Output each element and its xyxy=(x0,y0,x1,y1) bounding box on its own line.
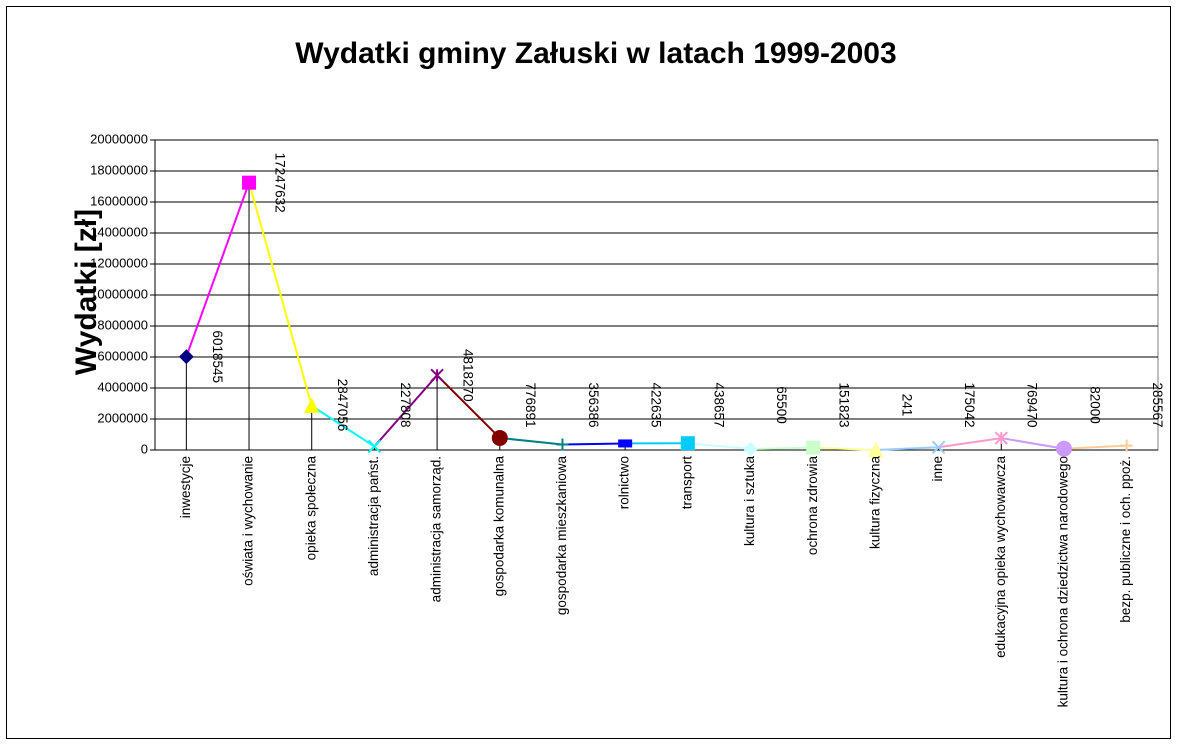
y-tick-label: 6000000 xyxy=(97,348,148,363)
x-tick-label: kultura i ochrona dziedzictwa narodowego xyxy=(1056,456,1071,707)
value-label: 356386 xyxy=(586,382,601,427)
y-tick-label: 0 xyxy=(141,441,148,456)
y-tick-label: 10000000 xyxy=(90,286,148,301)
y-tick-label: 2000000 xyxy=(97,410,148,425)
marker xyxy=(868,441,884,457)
value-label: 285567 xyxy=(1150,382,1165,427)
marker xyxy=(680,436,695,451)
y-tick-label: 12000000 xyxy=(90,255,148,270)
line-segment xyxy=(373,374,438,448)
line-segment xyxy=(813,446,876,451)
value-label: 438657 xyxy=(711,382,726,427)
x-tick-label: inne xyxy=(930,456,945,482)
x-tick-label: administracja samorząd. xyxy=(429,456,444,602)
y-tick-label: 14000000 xyxy=(90,224,148,239)
value-label: 17247632 xyxy=(272,153,287,213)
marker xyxy=(618,439,633,448)
line-segment xyxy=(750,446,814,450)
y-tick-label: 16000000 xyxy=(90,193,148,208)
value-label: 175042 xyxy=(962,382,977,427)
line-segment xyxy=(311,405,375,448)
line-segment xyxy=(436,374,501,439)
x-tick-label: ochrona zdrowia xyxy=(805,456,820,556)
value-label: 6018545 xyxy=(210,330,225,383)
marker xyxy=(242,175,257,190)
value-label: 241 xyxy=(899,394,914,417)
marker xyxy=(367,439,382,454)
line-segment xyxy=(248,182,313,407)
x-tick-label: edukacyjna opieka wychowawcza xyxy=(993,456,1008,658)
value-label: 65500 xyxy=(774,386,789,424)
y-tick-label: 18000000 xyxy=(90,162,148,177)
x-tick-label: kultura i sztuka xyxy=(742,456,757,547)
value-label: 2847056 xyxy=(335,379,350,432)
value-label: 4818270 xyxy=(461,349,476,402)
x-tick-label: gospodarka komunalna xyxy=(491,456,506,597)
value-label: 422635 xyxy=(649,382,664,427)
marker xyxy=(1055,440,1072,457)
y-tick-label: 8000000 xyxy=(97,317,148,332)
marker xyxy=(743,441,758,457)
chart-title: Wydatki gminy Załuski w latach 1999-2003 xyxy=(295,37,896,70)
marker xyxy=(430,368,444,383)
line-segment xyxy=(185,182,250,358)
x-tick-label: bezp. publiczne i och. ppoż. xyxy=(1118,456,1133,623)
marker xyxy=(304,397,320,413)
x-tick-label: oświata i wychowanie xyxy=(241,456,256,586)
line-segment xyxy=(1063,444,1127,450)
line-segment xyxy=(938,437,1002,449)
marker xyxy=(806,440,821,455)
x-tick-label: kultura fizyczna xyxy=(867,456,882,550)
line-segment xyxy=(687,442,751,450)
y-axis-label: Wydatki [zł] xyxy=(70,209,103,375)
value-label: 769470 xyxy=(1025,382,1040,427)
value-label: 82000 xyxy=(1087,386,1102,424)
value-label: 227808 xyxy=(398,382,413,427)
line-segment xyxy=(499,436,563,446)
marker xyxy=(178,349,194,365)
x-tick-label: rolnictwo xyxy=(617,456,632,509)
marker xyxy=(931,440,946,454)
x-tick-label: opieka społeczna xyxy=(303,456,318,561)
x-tick-label: gospodarka mieszkaniowa xyxy=(554,456,569,616)
marker xyxy=(994,431,1008,445)
y-tick-label: 4000000 xyxy=(97,379,148,394)
value-label: 776891 xyxy=(523,382,538,427)
y-tick-label: 20000000 xyxy=(90,131,148,146)
x-tick-label: inwestycje xyxy=(178,456,193,518)
value-label: 151823 xyxy=(837,382,852,427)
marker xyxy=(1120,439,1133,452)
marker xyxy=(556,438,569,451)
line-segment xyxy=(562,442,626,446)
x-tick-label: transport xyxy=(679,456,694,510)
x-tick-label: administracja państ. xyxy=(366,456,381,576)
line-segment xyxy=(875,446,939,451)
line-segment xyxy=(1001,437,1065,450)
marker xyxy=(491,429,508,446)
